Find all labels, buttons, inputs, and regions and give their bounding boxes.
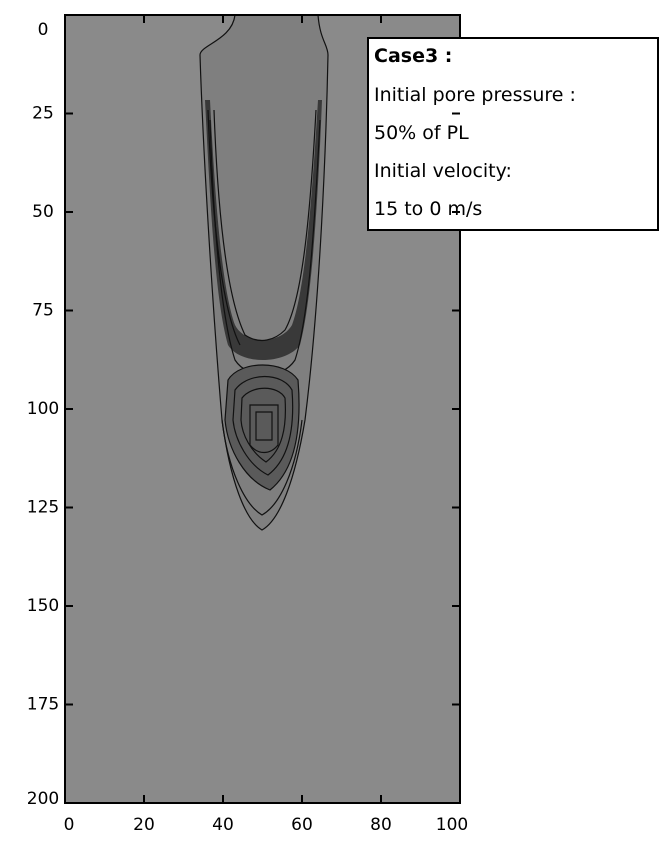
- annotation-line: Initial velocity:: [374, 160, 512, 182]
- y-tick-label: 100: [27, 399, 59, 419]
- x-tick-label: 20: [133, 815, 155, 835]
- annotation-line: 15 to 0 m/s: [374, 198, 482, 220]
- x-tick-label: 60: [291, 815, 313, 835]
- x-tick-label: 100: [436, 815, 468, 835]
- annotation-title: Case3 :: [374, 45, 452, 67]
- y-tick-label: 75: [32, 301, 54, 321]
- x-tick-label: 40: [212, 815, 234, 835]
- y-tick-label: 0: [38, 20, 49, 40]
- annotation-frame: [367, 37, 659, 231]
- y-tick-label: 50: [32, 202, 54, 222]
- y-tick-label: 25: [32, 104, 54, 124]
- annotation-line: 50% of PL: [374, 122, 469, 144]
- x-tick-label: 80: [370, 815, 392, 835]
- y-tick-label: 150: [27, 596, 59, 616]
- x-tick-label: 0: [64, 815, 75, 835]
- y-tick-label: 175: [27, 695, 59, 715]
- y-tick-label: 200: [27, 789, 59, 809]
- annotation-line: Initial pore pressure :: [374, 84, 576, 106]
- contour-field: [199, 14, 329, 531]
- annotation-box: Case3 : Initial pore pressure : 50% of P…: [367, 37, 659, 231]
- y-tick-label: 125: [27, 498, 59, 518]
